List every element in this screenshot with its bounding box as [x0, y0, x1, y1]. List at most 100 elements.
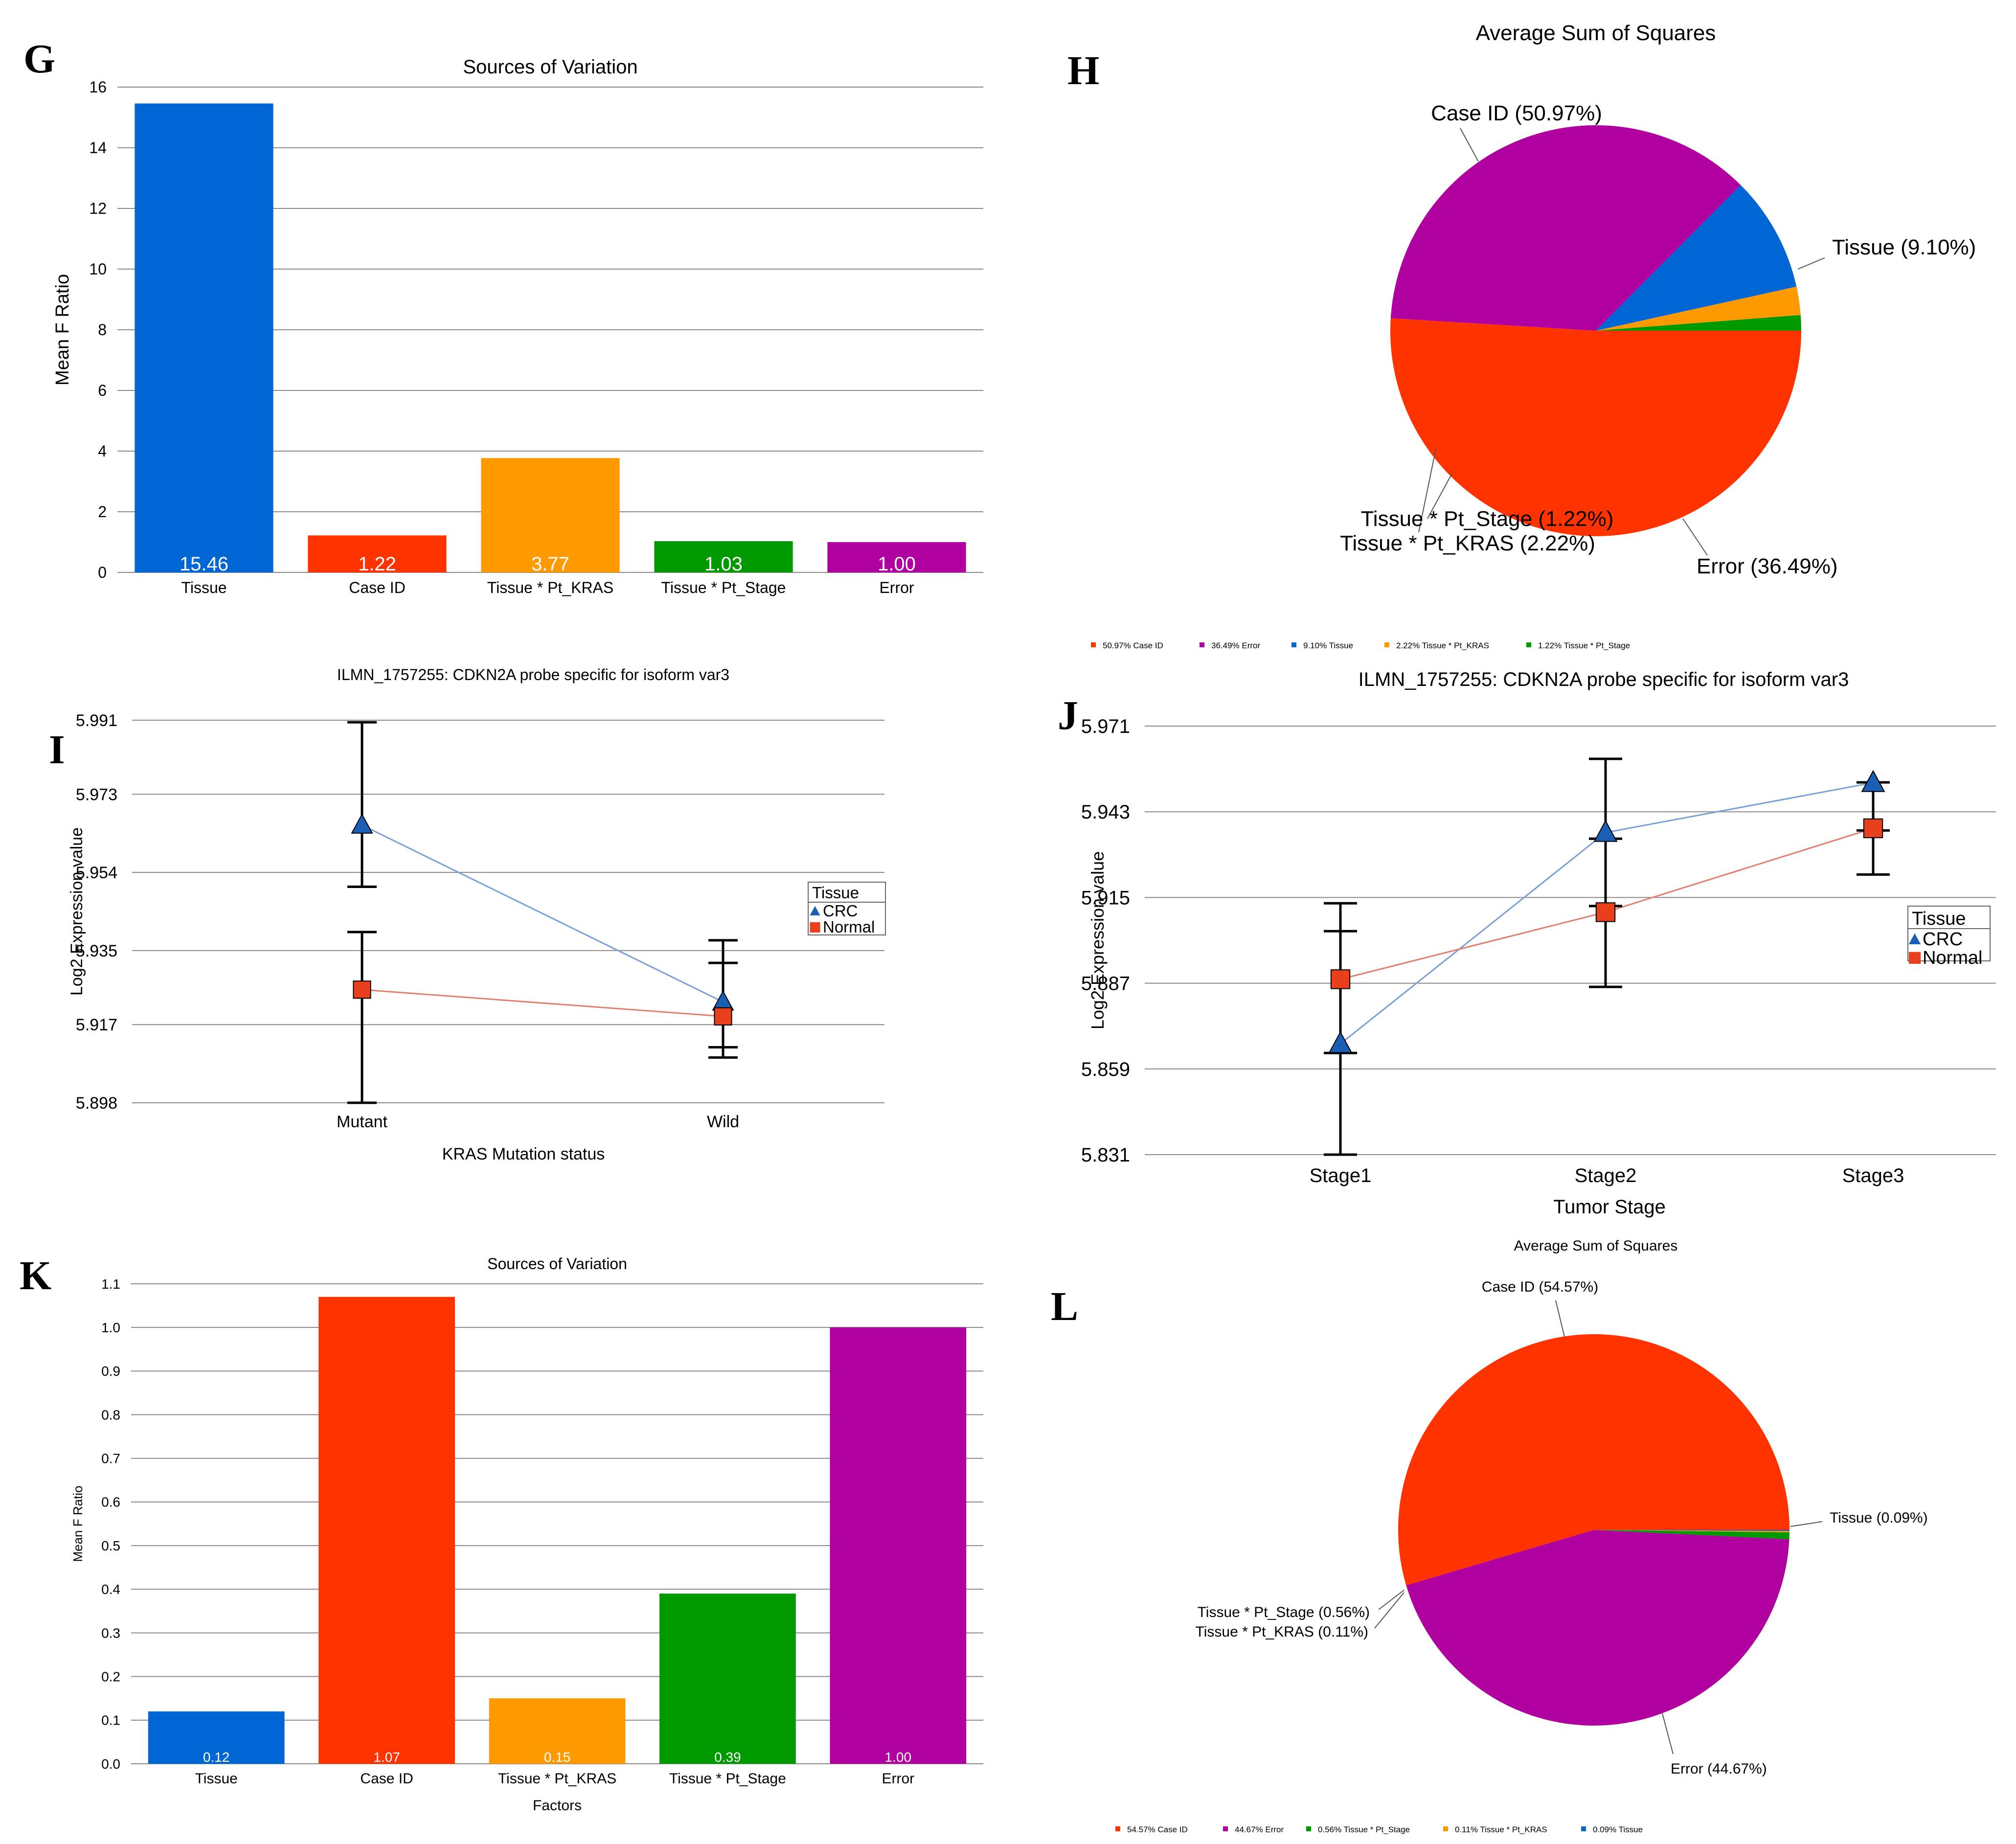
pie-slice: [1390, 125, 1741, 331]
legend-label: 36.49% Error: [1211, 641, 1260, 650]
legend-swatch: [1115, 1826, 1120, 1831]
y-tick-label: 1.0: [101, 1320, 120, 1335]
pie-slice: [1594, 1530, 1789, 1531]
legend-label: 0.56% Tissue * Pt_Stage: [1318, 1825, 1410, 1834]
y-axis-label: Log2 Expression value: [1087, 851, 1108, 1029]
bar-value-label: 1.07: [373, 1750, 400, 1765]
slice-label: Tissue * Pt_KRAS (0.11%): [1196, 1624, 1368, 1640]
marker-crc: [712, 990, 734, 1011]
y-tick-label: 5.831: [1081, 1144, 1130, 1166]
leader-line: [1418, 449, 1436, 533]
x-tick-label: Case ID: [349, 579, 406, 596]
y-tick-label: 5.991: [76, 711, 117, 730]
pie-slice: [1596, 315, 1801, 331]
panel-letter-l: L: [1051, 1284, 1078, 1329]
y-tick-label: 0.6: [101, 1495, 120, 1510]
legend-swatch: [1200, 642, 1204, 647]
bar: [481, 458, 620, 572]
legend-title: Tissue: [1912, 909, 1966, 929]
slice-label: Case ID (50.97%): [1431, 101, 1602, 125]
pie-slice: [1390, 318, 1801, 536]
legend-entry: CRC: [1923, 929, 1963, 950]
x-tick-label: Tissue * Pt_Stage: [669, 1771, 786, 1787]
slice-label: Tissue * Pt_KRAS (2.22%): [1340, 531, 1595, 555]
legend-swatch: [1091, 642, 1096, 647]
x-tick-label: Tissue * Pt_KRAS: [498, 1771, 616, 1787]
legend-entry: Normal: [1923, 948, 1982, 968]
x-tick-label: Error: [882, 1771, 914, 1787]
marker-normal: [1330, 969, 1351, 989]
x-axis-label: KRAS Mutation status: [442, 1145, 605, 1163]
legend-box: [808, 882, 886, 935]
y-tick-label: 12: [89, 200, 107, 217]
x-tick-label: Tissue * Pt_Stage: [661, 579, 786, 596]
series-line-normal: [362, 989, 724, 1017]
slice-label: Tissue (9.10%): [1832, 235, 1976, 259]
y-tick-label: 5.971: [1081, 716, 1130, 737]
y-tick-label: 0.0: [101, 1756, 120, 1772]
bar-value-label: 3.77: [531, 553, 569, 575]
x-tick-label: Mutant: [337, 1113, 387, 1131]
x-tick-label: Tissue * Pt_KRAS: [487, 579, 613, 596]
bar: [148, 1711, 285, 1764]
legend-label: 44.67% Error: [1235, 1825, 1284, 1834]
y-tick-label: 5.915: [1081, 887, 1130, 909]
leader-line: [1427, 473, 1452, 519]
chart-title: Sources of Variation: [463, 56, 637, 78]
leader-line: [1555, 1300, 1565, 1337]
pie-slice: [1596, 185, 1797, 331]
chart-k-bar: Sources of Variation 0.0 0.1 0.2 0.3 0.4 0.5 0.…: [70, 1255, 983, 1814]
y-tick-label: 0: [98, 564, 107, 581]
marker-normal: [353, 980, 371, 999]
legend-entry: CRC: [823, 902, 858, 920]
x-tick-label: Stage1: [1310, 1165, 1372, 1186]
bar: [135, 103, 273, 573]
leader-line: [1662, 1713, 1674, 1754]
bar-value-label: 1.00: [878, 553, 916, 575]
y-tick-label: 5.943: [1081, 801, 1130, 823]
marker-crc: [1593, 820, 1618, 842]
legend-label: 0.09% Tissue: [1593, 1825, 1643, 1834]
y-tick-label: 8: [98, 321, 107, 339]
bar: [659, 1594, 796, 1764]
chart-g-bar: Sources of Variation 0 2 4 6 8 10 12 14 16 Mean F …: [52, 56, 983, 596]
x-tick-label: Wild: [707, 1113, 739, 1131]
bar-value-label: 0.39: [714, 1750, 741, 1765]
x-axis-label: Factors: [533, 1798, 582, 1814]
pie-slice: [1406, 1530, 1789, 1726]
marker-crc: [351, 813, 373, 834]
pie-slice: [1596, 286, 1801, 331]
bar-value-label: 1.00: [885, 1750, 912, 1765]
y-tick-label: 0.3: [101, 1625, 120, 1640]
panel-letter-k: K: [20, 1253, 51, 1298]
bar: [489, 1698, 626, 1764]
pie-slice: [1398, 1334, 1789, 1586]
bar-value-label: 0.12: [203, 1750, 230, 1765]
leader-line: [1374, 1592, 1404, 1629]
chart-title: ILMN_1757255: CDKN2A probe specific for …: [337, 666, 729, 683]
legend-label: 9.10% Tissue: [1303, 641, 1353, 650]
y-axis-label: Mean F Ratio: [70, 1485, 85, 1562]
chart-title: Sources of Variation: [487, 1255, 627, 1273]
y-tick-label: 5.917: [76, 1016, 117, 1034]
legend-marker-crc: [1908, 933, 1921, 944]
bar-value-label: 0.15: [544, 1750, 571, 1765]
x-tick-label: Stage3: [1842, 1165, 1904, 1186]
marker-normal: [1595, 902, 1616, 922]
x-tick-label: Case ID: [360, 1771, 413, 1787]
x-tick-label: Stage2: [1575, 1165, 1637, 1186]
legend-swatch: [1443, 1826, 1448, 1831]
y-tick-label: 6: [98, 382, 107, 399]
x-tick-label: Tissue: [195, 1771, 238, 1787]
y-tick-label: 5.898: [76, 1094, 117, 1113]
y-tick-label: 0.8: [101, 1407, 120, 1422]
marker-normal: [714, 1007, 732, 1026]
y-axis-label: Log2 Expression value: [68, 827, 86, 996]
panel-letter-j: J: [1058, 693, 1078, 738]
chart-l-pie: Average Sum of Squares Case ID (54.57%) Er…: [1115, 1238, 1928, 1834]
legend-label: 0.11% Tissue * Pt_KRAS: [1455, 1825, 1547, 1834]
panel-letter-i: I: [49, 727, 65, 773]
leader-line: [1682, 518, 1708, 556]
legend-marker-normal: [1908, 952, 1921, 964]
